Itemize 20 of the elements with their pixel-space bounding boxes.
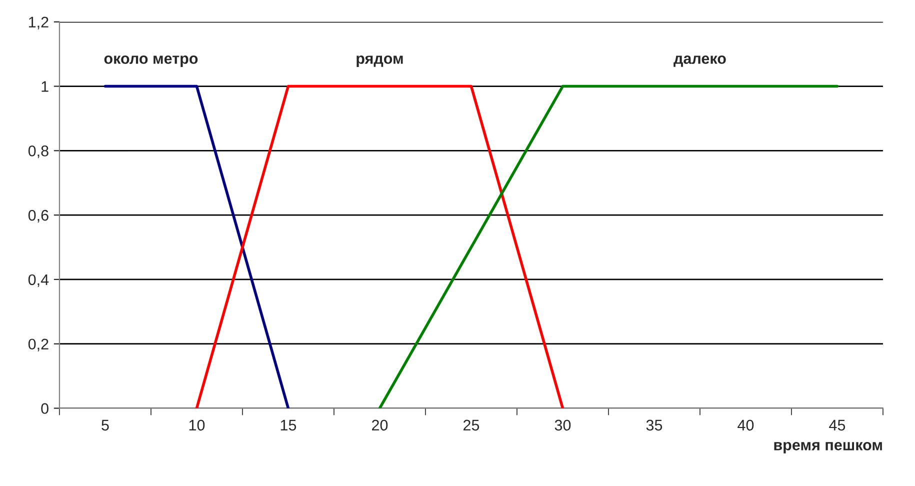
- x-tick-label: 30: [554, 420, 571, 431]
- x-tick-label: 25: [464, 420, 480, 431]
- x-tick-label: 5: [102, 420, 109, 431]
- y-tick-label: 0,6: [28, 210, 48, 223]
- x-tick-label: 15: [280, 420, 296, 431]
- y-tick-label: 0,4: [28, 274, 49, 287]
- y-tick-label: 0,2: [28, 338, 48, 352]
- x-tick-label: 20: [372, 420, 388, 431]
- x-axis-title: время пешком: [774, 442, 882, 454]
- series-label: рядом: [356, 56, 403, 67]
- series-label: далеко: [674, 56, 726, 67]
- series-label: около метро: [104, 56, 198, 67]
- y-tick-label: 0,8: [28, 146, 48, 158]
- y-tick-label: 1: [42, 81, 48, 92]
- x-tick-label: 40: [738, 420, 754, 431]
- x-tick-label: 35: [646, 420, 662, 431]
- y-tick-label: 0: [41, 403, 48, 414]
- x-tick-label: 45: [829, 420, 846, 431]
- y-tick-label: 1,2: [28, 16, 48, 30]
- x-tick-label: 10: [189, 420, 205, 431]
